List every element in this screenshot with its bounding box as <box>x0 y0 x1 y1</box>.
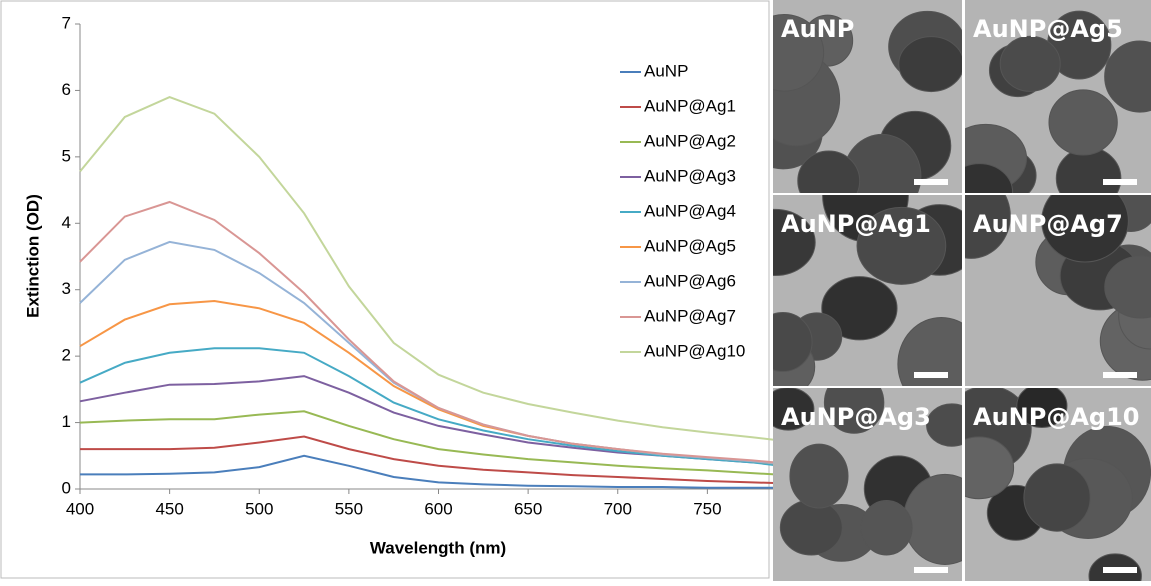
y-tick-label: 2 <box>62 346 71 365</box>
scale-bar <box>1103 179 1137 185</box>
panel-label: AuNP@Ag3 <box>781 403 931 431</box>
legend-label: AuNP@Ag6 <box>644 271 736 290</box>
tem-content <box>773 0 962 193</box>
particle <box>965 163 1014 193</box>
legend-label: AuNP@Ag5 <box>644 236 736 255</box>
scale-bar <box>1103 567 1137 573</box>
x-tick-label: 750 <box>693 499 721 518</box>
y-tick-label: 5 <box>62 146 71 165</box>
panel-label: AuNP <box>781 15 854 43</box>
series-line <box>79 347 798 469</box>
series-line <box>80 435 798 485</box>
panel-label: AuNP@Ag10 <box>973 403 1140 431</box>
legend-label: AuNP@Ag1 <box>644 96 736 115</box>
particle <box>897 317 962 386</box>
particle <box>779 499 843 556</box>
particle <box>860 499 913 556</box>
y-tick-label: 1 <box>62 412 71 431</box>
panel-label: AuNP@Ag7 <box>973 210 1123 238</box>
particle <box>821 276 898 341</box>
series-line <box>79 200 798 466</box>
tem-content <box>773 388 962 581</box>
x-tick-label: 550 <box>335 499 363 518</box>
chart-border <box>0 0 770 579</box>
panel-label: AuNP@Ag5 <box>973 15 1123 43</box>
legend-label: AuNP@Ag2 <box>644 131 736 150</box>
particle <box>965 436 1015 500</box>
particle <box>797 150 861 193</box>
particle <box>773 388 815 431</box>
particle <box>965 195 1011 259</box>
particle <box>1104 40 1151 113</box>
series-line <box>79 96 798 444</box>
particle <box>789 443 849 509</box>
tem-image: AuNP@Ag1 <box>773 195 962 386</box>
tem-content <box>773 195 962 386</box>
tem-content <box>965 388 1151 581</box>
particle <box>773 13 825 92</box>
y-tick-label: 7 <box>62 13 71 32</box>
series-line <box>79 410 798 477</box>
particle <box>1041 195 1129 263</box>
scale-bar <box>914 179 948 185</box>
tem-content <box>965 195 1151 386</box>
tem-content <box>965 0 1151 193</box>
tem-image: AuNP@Ag10 <box>965 388 1151 581</box>
series-line <box>80 454 797 489</box>
legend-label: AuNP <box>644 61 688 80</box>
scale-bar <box>914 372 948 378</box>
x-tick-label: 400 <box>66 499 94 518</box>
particle <box>773 311 813 372</box>
particle <box>856 206 947 285</box>
particle <box>926 403 962 447</box>
x-axis-title: Wavelength (nm) <box>370 538 506 557</box>
x-tick-label: 500 <box>245 499 273 518</box>
particle <box>1048 89 1118 156</box>
y-tick-label: 6 <box>62 80 71 99</box>
scale-bar <box>914 567 948 573</box>
y-axis-title: Extinction (OD) <box>23 194 42 318</box>
particle <box>823 388 885 434</box>
legend-label: AuNP@Ag4 <box>644 201 736 220</box>
tem-image: AuNP@Ag7 <box>965 195 1151 386</box>
x-tick-label: 600 <box>424 499 452 518</box>
legend-label: AuNP@Ag10 <box>644 341 745 360</box>
particle <box>773 208 816 277</box>
particle <box>1023 463 1091 532</box>
particle <box>999 35 1061 92</box>
tem-image: AuNP <box>773 0 962 193</box>
scale-bar <box>1103 372 1137 378</box>
x-tick-label: 450 <box>155 499 183 518</box>
legend-label: AuNP@Ag7 <box>644 306 736 325</box>
particle <box>1016 388 1068 428</box>
legend-label: AuNP@Ag3 <box>644 166 736 185</box>
y-tick-label: 0 <box>62 478 71 497</box>
tem-image: AuNP@Ag5 <box>965 0 1151 193</box>
tem-image: AuNP@Ag3 <box>773 388 962 581</box>
y-tick-label: 4 <box>62 213 71 232</box>
x-tick-label: 650 <box>514 499 542 518</box>
particle <box>898 36 962 93</box>
y-tick-label: 3 <box>62 279 71 298</box>
x-tick-label: 700 <box>604 499 632 518</box>
particle <box>1104 255 1151 319</box>
panel-label: AuNP@Ag1 <box>781 210 931 238</box>
